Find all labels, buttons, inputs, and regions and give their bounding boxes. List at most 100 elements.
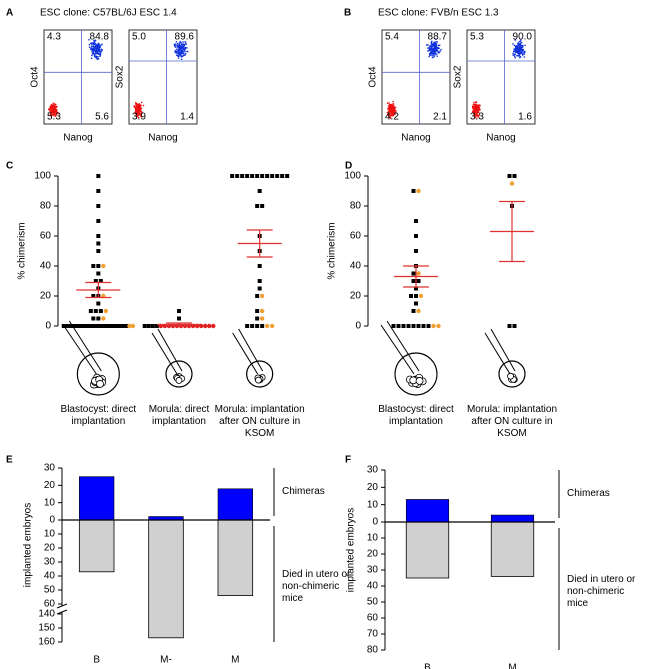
flow-dot: [175, 54, 178, 56]
data-point: [177, 316, 181, 321]
flow-dot: [52, 107, 54, 109]
flow-dot: [184, 54, 186, 56]
flow-dot: [136, 115, 138, 117]
data-point: [255, 204, 260, 208]
flow-dot: [99, 53, 102, 55]
sem-bar: [166, 322, 192, 327]
y-tick-label: 0: [45, 321, 51, 332]
flow-dot: [98, 49, 100, 51]
y-tick-label: 40: [367, 581, 379, 592]
data-point: [285, 174, 290, 178]
flow-dot: [135, 112, 138, 114]
flow-dot: [389, 107, 391, 109]
flow-dot: [521, 46, 523, 49]
flow-dot: [429, 54, 431, 56]
data-point: [255, 294, 260, 298]
pipette-sketch: [484, 328, 516, 375]
quadrant-percent: 2.1: [433, 112, 447, 123]
flow-dot: [514, 45, 517, 47]
flow-dot: [389, 104, 391, 106]
flow-dot: [134, 112, 136, 115]
data-point: [113, 324, 118, 328]
flow-dot: [393, 105, 395, 107]
flow-dot: [522, 54, 524, 56]
quadrant-percent: 90.0: [513, 32, 533, 43]
flow-dot: [133, 106, 135, 108]
data-point: [130, 323, 136, 329]
y-tick-label: 100: [344, 171, 361, 182]
flow-dot: [519, 56, 521, 59]
data-point: [255, 316, 260, 321]
data-point: [431, 323, 436, 329]
data-point: [401, 324, 406, 328]
flow-dot: [435, 43, 438, 45]
flow-dot: [180, 41, 182, 44]
flow-dot: [55, 106, 58, 108]
flow-dot: [91, 48, 94, 50]
panel-title: ESC clone: C57BL/6J ESC 1.4: [40, 8, 177, 19]
quadrant-percent: 5.3: [470, 32, 484, 43]
flow-dot: [91, 45, 94, 48]
flow-dot: [431, 40, 433, 43]
flow-dot: [138, 109, 141, 112]
sem-bar: [499, 200, 525, 263]
flow-dot: [524, 44, 526, 47]
quadrant-percent: 88.7: [428, 32, 448, 43]
flow-dot: [517, 42, 519, 44]
flow-dot: [182, 51, 184, 53]
flow-dot: [183, 45, 185, 48]
flow-dot: [388, 104, 391, 107]
data-point: [96, 241, 101, 246]
flow-dot: [438, 44, 441, 46]
category-label-box: Morula: implantation after ON culture in…: [215, 404, 305, 439]
flow-dot: [180, 49, 182, 52]
flow-dot: [435, 53, 438, 55]
flow-dot: [433, 41, 435, 44]
panel-letter: F: [345, 455, 351, 466]
flow-dot: [473, 111, 475, 114]
flow-dot: [51, 104, 53, 107]
flow-dot: [56, 109, 58, 111]
flow-dot: [184, 48, 186, 50]
flow-dot: [436, 55, 438, 57]
series-annotation: Died in utero or non-chimeric mice: [567, 574, 636, 609]
quadrant-percent: 1.6: [518, 112, 532, 123]
flow-dot: [180, 53, 182, 55]
flow-dot: [515, 51, 517, 53]
flow-dot: [92, 43, 95, 46]
flow-dot: [428, 46, 431, 48]
y-tick-label: 160: [38, 637, 55, 648]
flow-dot: [51, 111, 53, 113]
flow-dot: [139, 104, 141, 107]
flow-dot: [96, 47, 99, 49]
flow-dot: [136, 102, 138, 105]
flow-dot: [389, 117, 392, 119]
flow-dot: [182, 43, 184, 45]
flow-dot: [92, 45, 95, 47]
flow-dot: [92, 47, 95, 49]
flow-dot: [96, 52, 98, 55]
embryo-cell: [255, 376, 262, 384]
flow-dot: [97, 51, 99, 54]
flow-dot: [54, 115, 57, 117]
quadrant-percent: 3.3: [470, 112, 484, 123]
flow-dot: [387, 108, 389, 110]
flow-dot: [433, 48, 435, 50]
panel-letter: A: [6, 8, 13, 19]
flow-dot: [187, 50, 189, 53]
flow-dot: [513, 44, 516, 47]
flow-dot: [182, 41, 184, 43]
flow-dot: [430, 41, 432, 44]
flow-dot: [474, 108, 476, 110]
flow-dot: [471, 105, 474, 107]
flow-dot: [137, 114, 139, 117]
flow-dot: [431, 56, 434, 59]
flow-dot: [395, 110, 397, 112]
flow-dot: [391, 104, 394, 106]
flow-dot: [53, 113, 55, 115]
data-point: [411, 324, 416, 328]
quadrant-percent: 89.6: [175, 32, 195, 43]
flow-x-label: Nanog: [486, 133, 515, 144]
flow-dot: [50, 103, 53, 106]
series-annotation: Died in utero or non-chimeric mice: [282, 569, 351, 604]
